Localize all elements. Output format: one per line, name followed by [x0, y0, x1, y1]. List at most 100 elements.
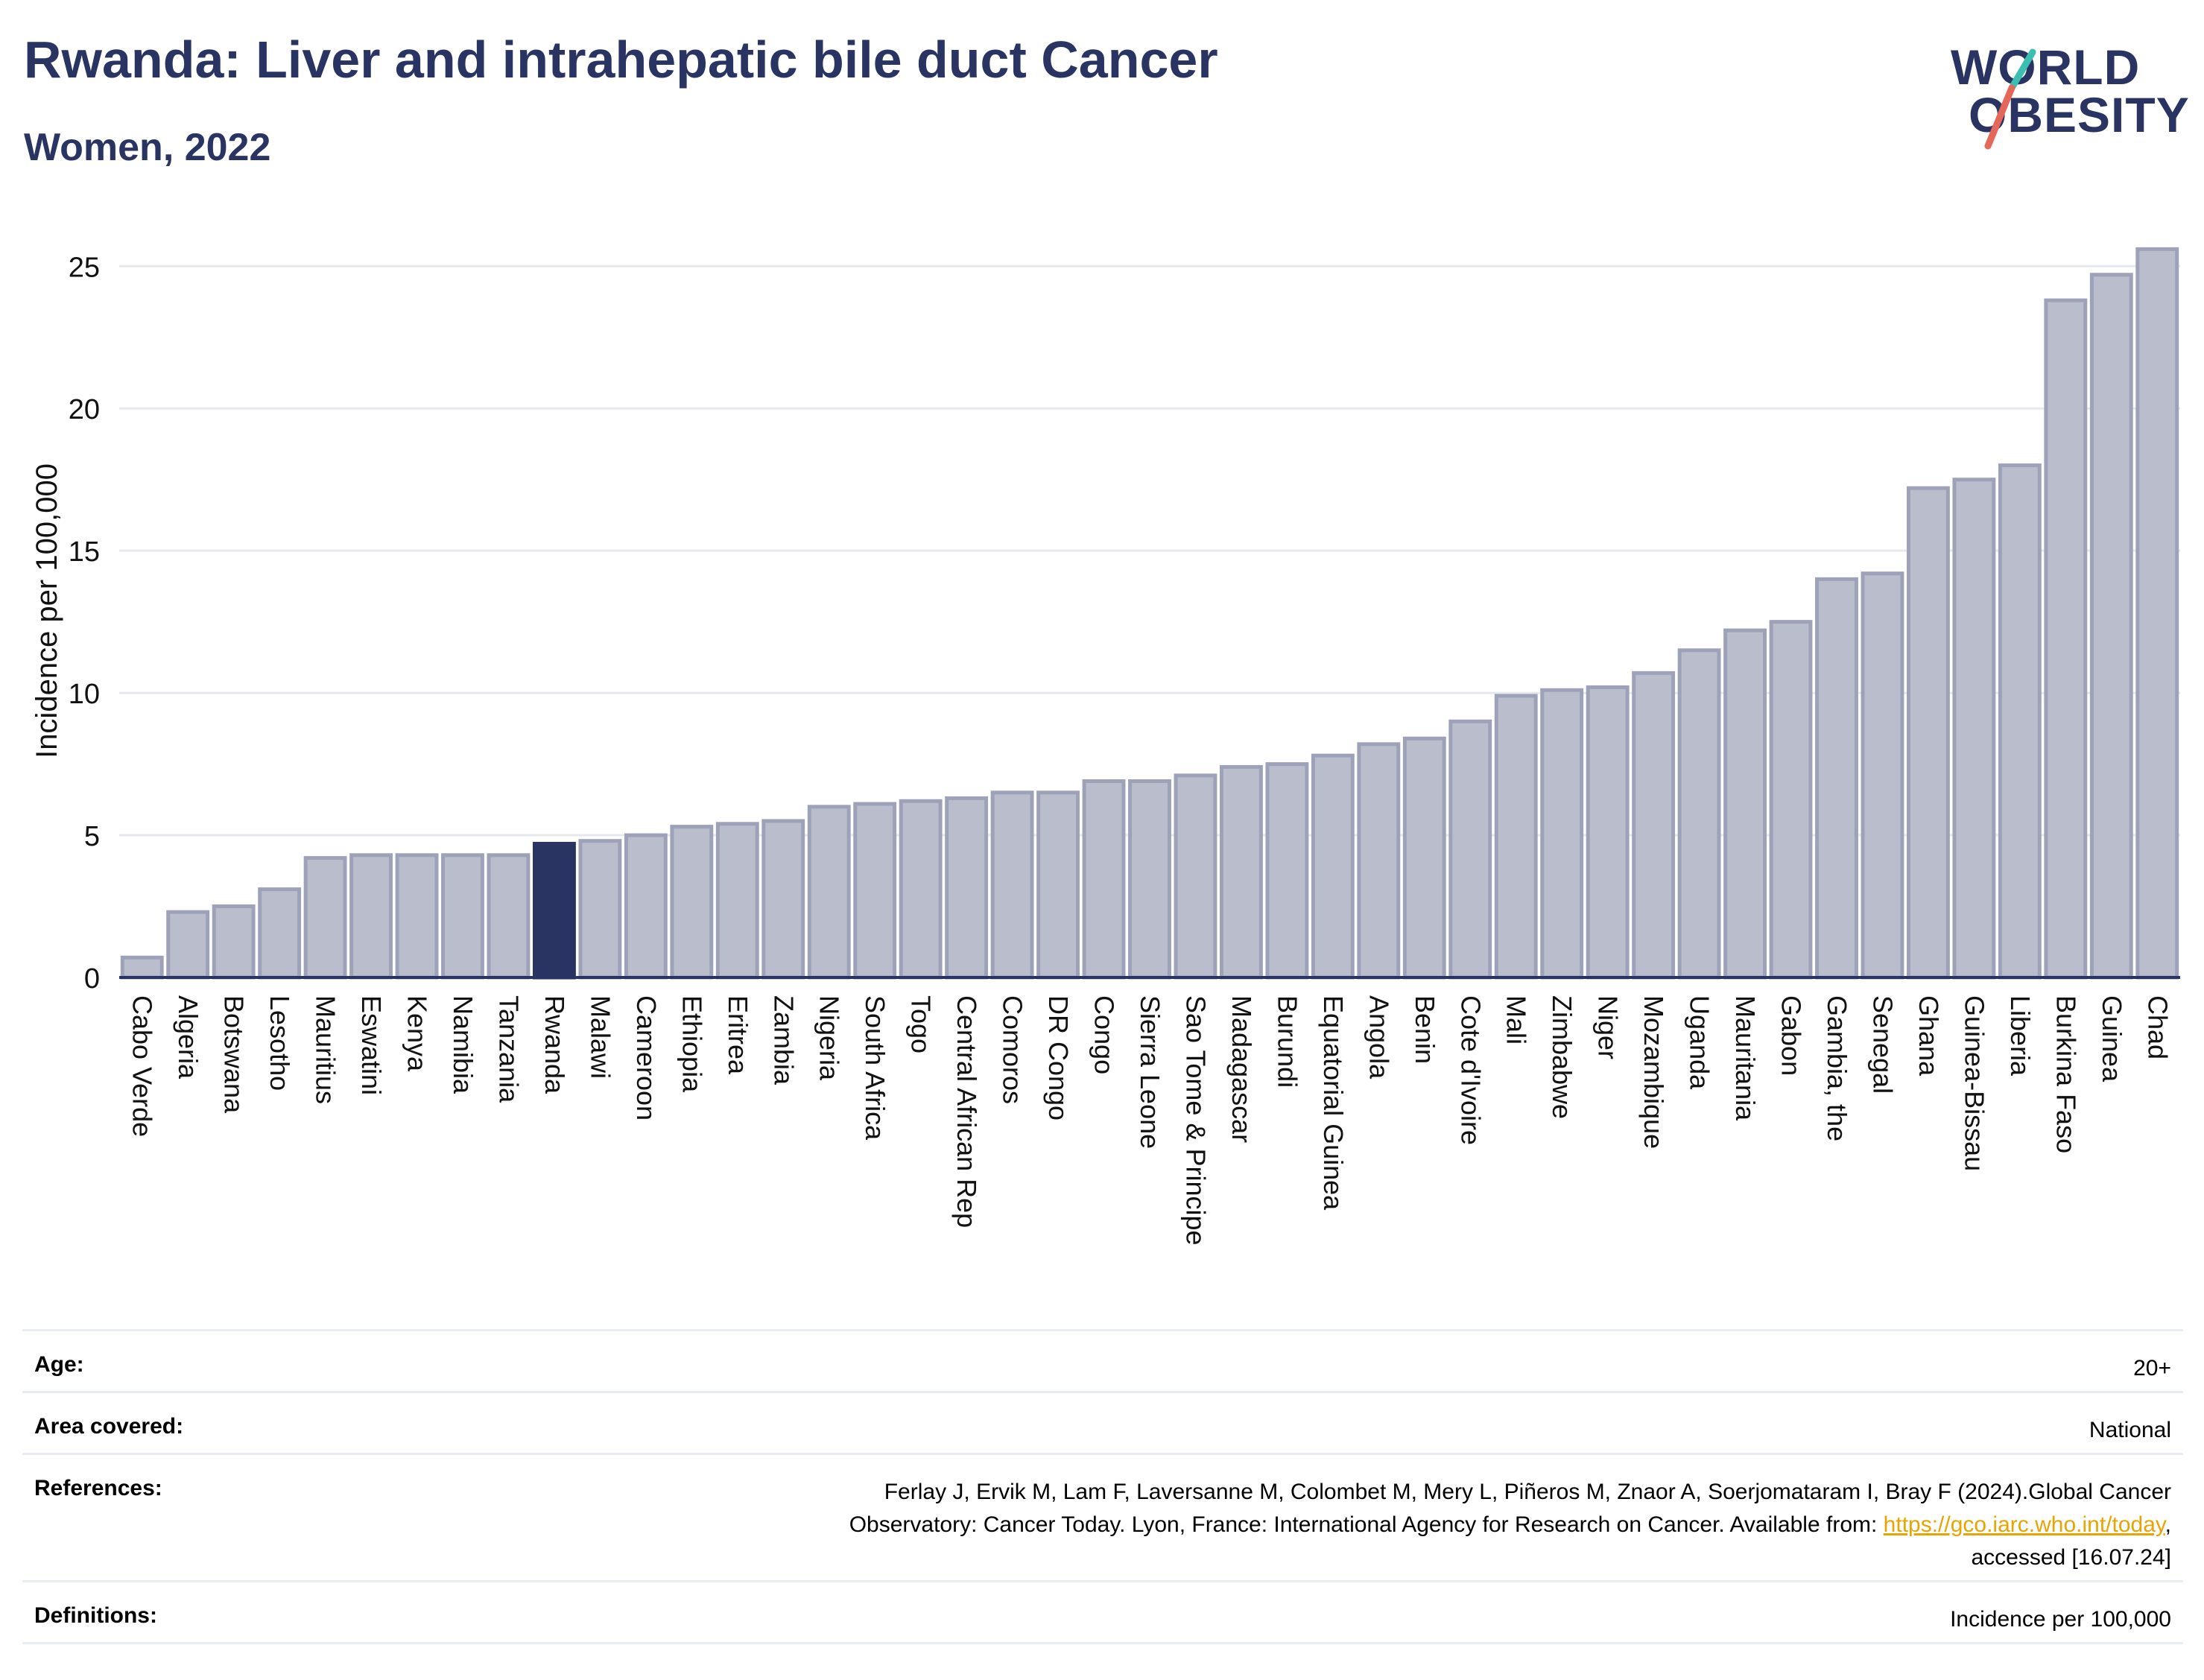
bar: [899, 799, 943, 980]
x-tick-label: Eswatini: [356, 995, 387, 1095]
info-row-area: Area covered: National: [22, 1391, 2183, 1453]
bar: [1540, 688, 1584, 980]
area-value: National: [2089, 1418, 2171, 1442]
bar-chart: 0 5 10 15 20 25 Incidence per 100,000 Cabo Verd…: [31, 247, 2180, 1246]
area-label: Area covered:: [34, 1414, 184, 1439]
bar: [1265, 762, 1309, 980]
y-tick-label: 0: [84, 963, 100, 995]
bar: [533, 842, 576, 980]
x-tick-label: Cabo Verde: [127, 995, 158, 1137]
y-tick-label: 5: [84, 821, 100, 852]
bar: [1036, 790, 1080, 980]
chart-title: Rwanda: Liver and intrahepatic bile duct…: [24, 31, 1218, 89]
y-tick-label: 10: [69, 679, 100, 710]
bar: [2135, 247, 2179, 980]
bar: [1082, 779, 1126, 980]
x-tick-label: Chad: [2142, 995, 2173, 1059]
x-tick-label: Liberia: [2005, 995, 2036, 1077]
bar: [807, 805, 851, 980]
world-obesity-logo: WORLD OBESITY: [1945, 33, 2191, 159]
x-tick-label: Madagascar: [1226, 995, 1257, 1143]
references-label: References:: [34, 1476, 162, 1500]
x-tick-label: Nigeria: [814, 995, 845, 1081]
bar: [1402, 736, 1446, 980]
x-tick-label: Zimbabwe: [1547, 995, 1577, 1119]
x-tick-label: Botswana: [219, 995, 250, 1114]
bar: [945, 796, 989, 980]
bar: [1128, 779, 1171, 980]
x-tick-label: Mauritania: [1730, 995, 1761, 1121]
bar: [1632, 671, 1676, 980]
bar: [1174, 773, 1217, 980]
x-tick-label: Central African Rep: [951, 995, 982, 1228]
info-row-definitions: Definitions: Incidence per 100,000: [22, 1580, 2183, 1644]
x-tick-label: Eritrea: [723, 995, 753, 1075]
bar: [1494, 694, 1538, 980]
bar: [212, 904, 256, 980]
logo-slash-icon: [1984, 48, 2036, 150]
x-tick-label: Zambia: [768, 995, 799, 1085]
bar: [1357, 742, 1401, 980]
y-axis-label: Incidence per 100,000: [31, 463, 63, 758]
x-tick-label: DR Congo: [1043, 995, 1074, 1120]
x-tick-label: Senegal: [1867, 995, 1898, 1094]
bar: [1952, 478, 1996, 980]
x-tick-label: Gabon: [1776, 995, 1807, 1076]
references-line-2-end: ,: [2165, 1512, 2171, 1537]
logo-line-1: WORLD: [1951, 39, 2141, 95]
x-tick-label: Algeria: [173, 995, 203, 1080]
bar: [441, 853, 484, 980]
y-tick-label: 20: [69, 394, 100, 425]
bar: [487, 853, 531, 980]
bar: [1861, 571, 1904, 980]
bar: [1815, 577, 1858, 980]
x-tick-label: Lesotho: [265, 995, 295, 1091]
bar: [715, 822, 759, 980]
x-tick-label: Mali: [1501, 995, 1532, 1045]
x-tick-label: Togo: [906, 995, 937, 1053]
references-value: Ferlay J, Ervik M, Lam F, Laversanne M, …: [849, 1476, 2171, 1574]
x-tick-label: Benin: [1410, 995, 1440, 1064]
bar: [1723, 628, 1767, 980]
x-tick-label: Sierra Leone: [1135, 995, 1165, 1149]
x-tick-label: Malawi: [585, 995, 615, 1079]
bar: [258, 887, 302, 980]
y-tick-label: 25: [69, 252, 100, 283]
x-tick-label: Guinea: [2097, 995, 2127, 1083]
bar: [2044, 298, 2088, 980]
x-tick-label: South Africa: [860, 995, 890, 1141]
x-tick-label: Rwanda: [539, 995, 570, 1094]
info-table: Age: 20+ Area covered: National Referenc…: [22, 1329, 2183, 1644]
references-line-2-text: Observatory: Cancer Today. Lyon, France:…: [849, 1512, 1884, 1537]
references-line-2: Observatory: Cancer Today. Lyon, France:…: [849, 1509, 2171, 1541]
bar: [395, 853, 439, 980]
bar: [1220, 764, 1263, 980]
info-row-references: References: Ferlay J, Ervik M, Lam F, La…: [22, 1453, 2183, 1580]
bar: [1769, 620, 1813, 980]
definitions-label: Definitions:: [34, 1603, 157, 1628]
x-tick-label: Niger: [1593, 995, 1624, 1059]
bar: [303, 856, 347, 980]
bar: [761, 819, 805, 980]
x-tick-label: Mozambique: [1638, 995, 1669, 1149]
bar: [1907, 486, 1950, 980]
definitions-value: Incidence per 100,000: [1950, 1607, 2171, 1632]
x-tick-label: Guinea-Bissau: [1959, 995, 1989, 1171]
bar: [990, 790, 1034, 980]
x-tick-label: Uganda: [1685, 995, 1715, 1090]
x-tick-label: Cameroon: [631, 995, 662, 1120]
age-label: Age:: [34, 1352, 84, 1377]
bar: [166, 910, 210, 980]
bar: [2089, 273, 2133, 980]
x-tick-label: Sao Tome & Principe: [1180, 995, 1211, 1246]
references-link[interactable]: https://gco.iarc.who.int/today: [1883, 1512, 2165, 1537]
x-tick-label: Gambia, the: [1822, 995, 1852, 1141]
bar: [120, 955, 164, 980]
x-tick-label: Angola: [1364, 995, 1394, 1080]
x-tick-label: Cote d'Ivoire: [1455, 995, 1486, 1145]
x-tick-label: Comoros: [998, 995, 1028, 1104]
bar: [1311, 753, 1355, 980]
x-tick-label: Namibia: [448, 995, 478, 1094]
bar: [1677, 648, 1721, 980]
y-tick-label: 15: [69, 536, 100, 568]
